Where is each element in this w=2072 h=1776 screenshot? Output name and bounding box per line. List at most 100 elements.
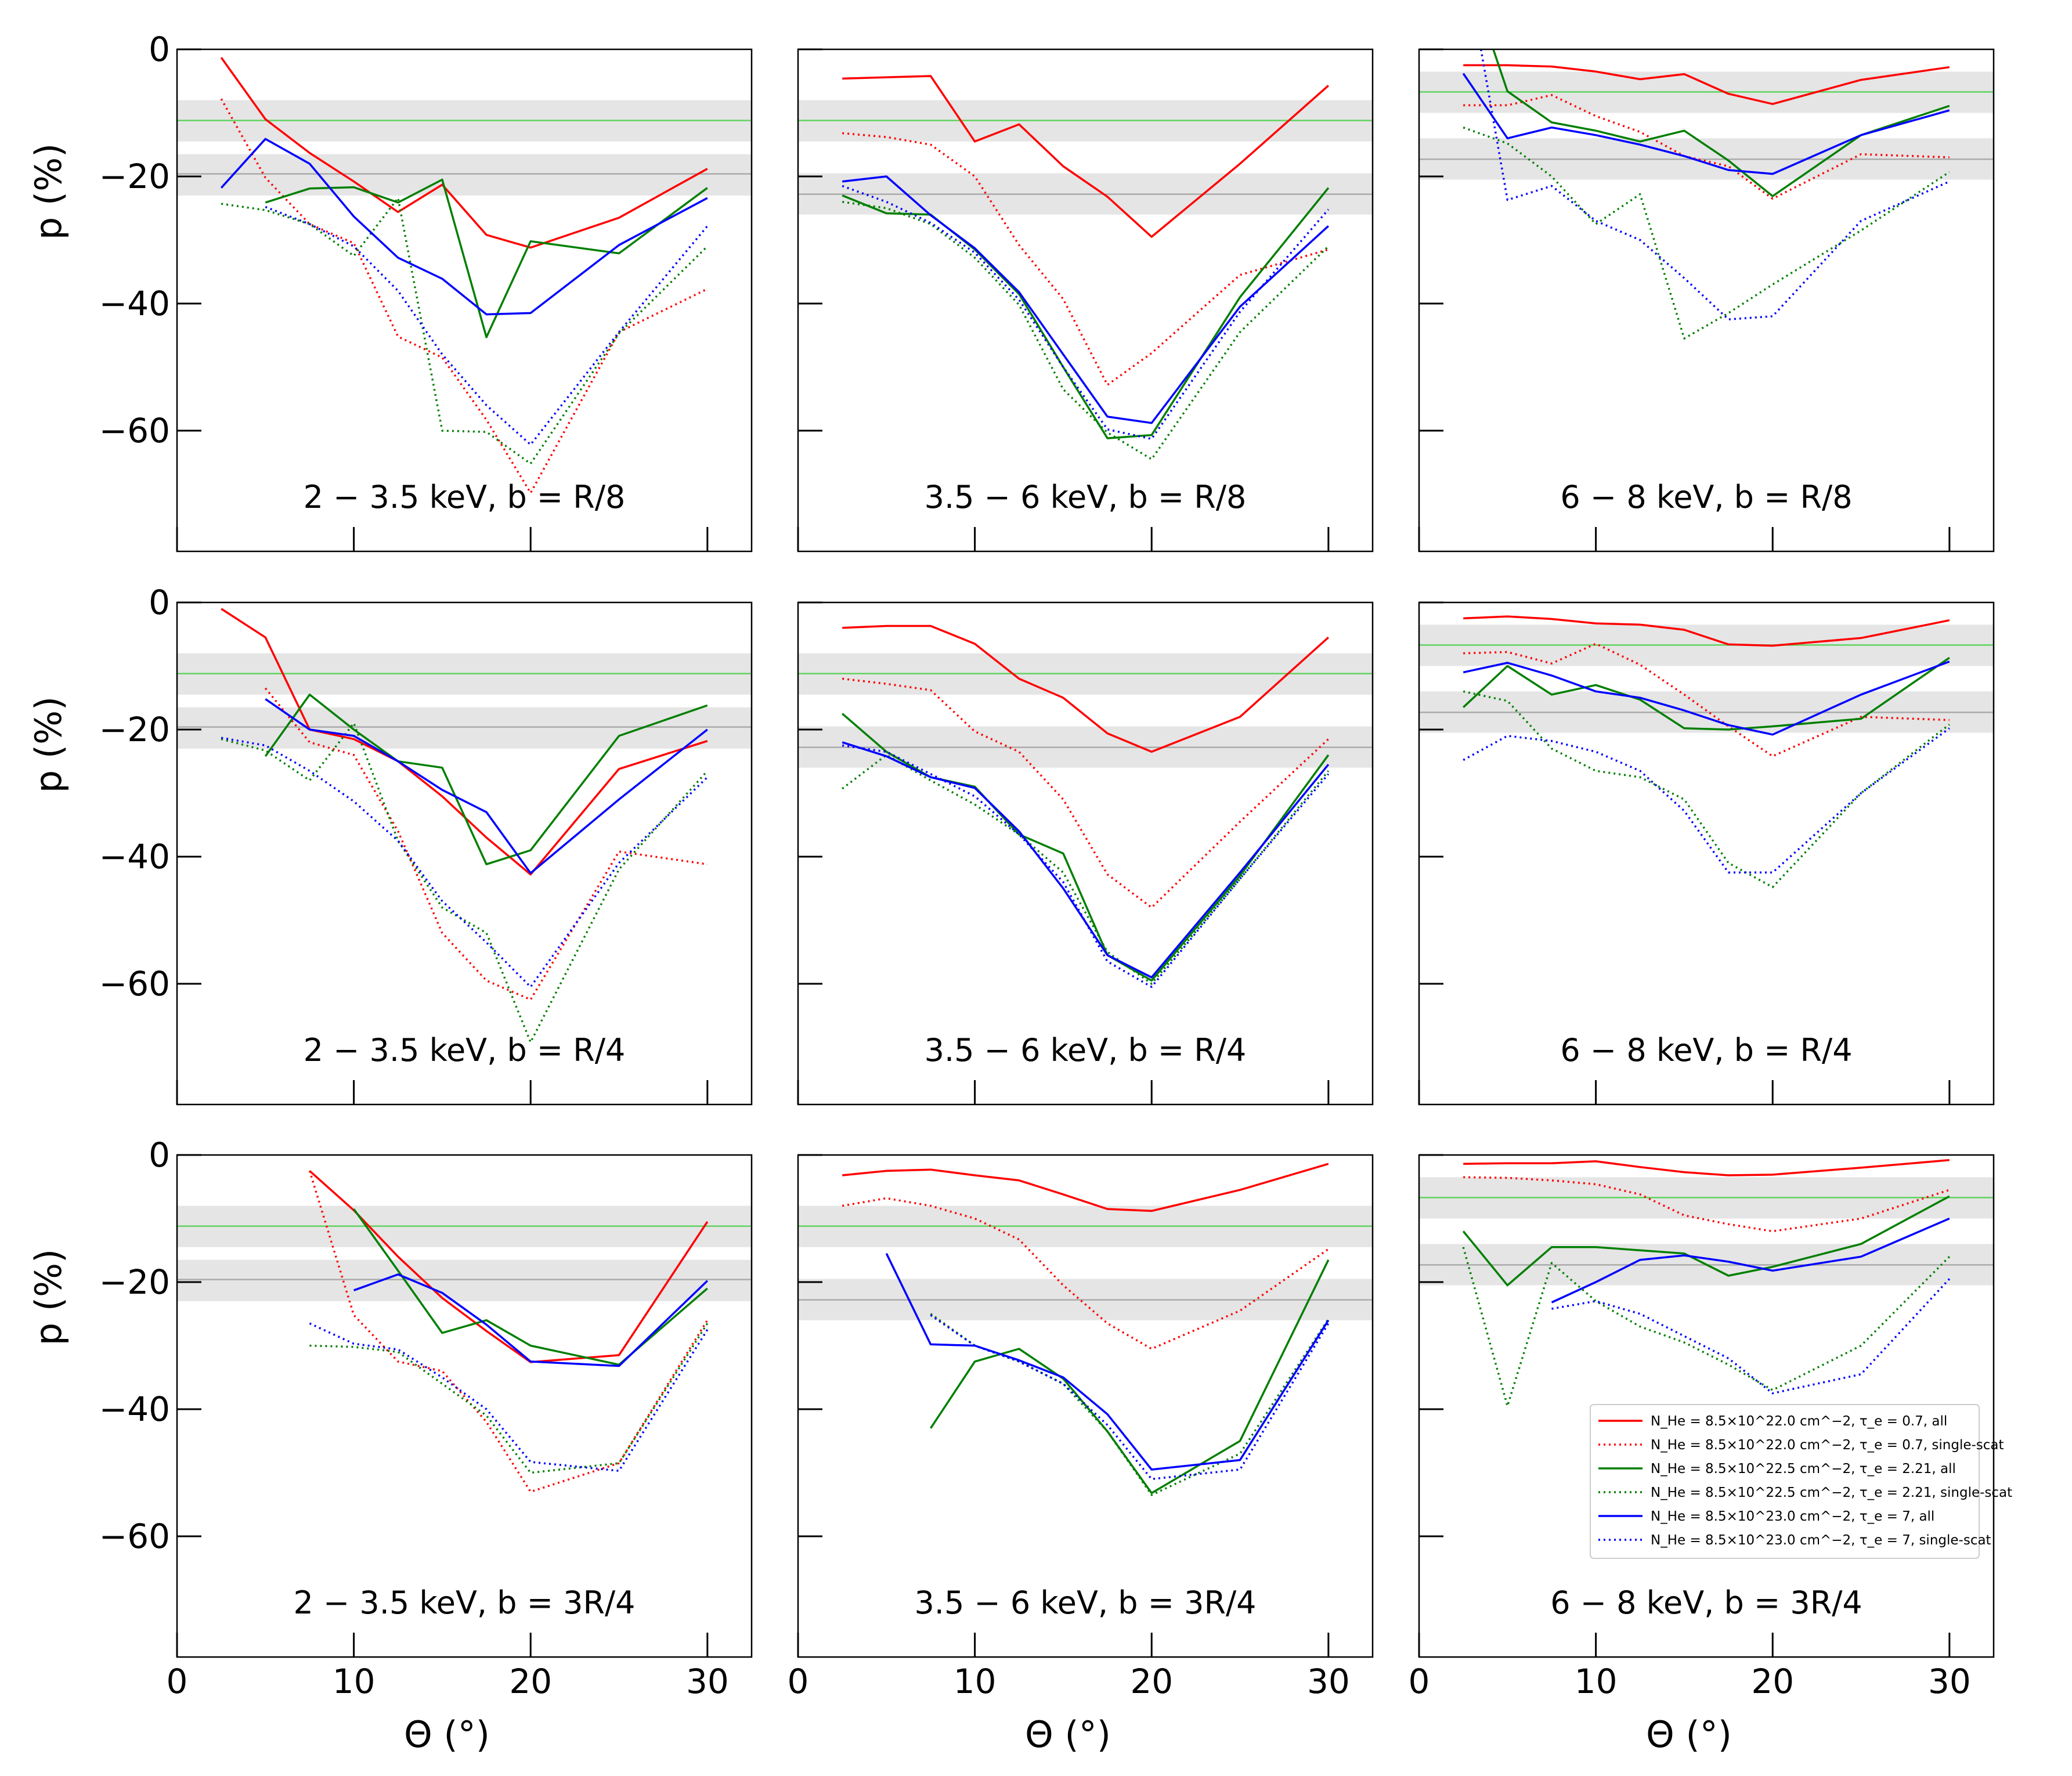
panel-grid: 0 −20 −40 −60 2 − 3.5 keV, b = R/8 3.5 − 6 ke…	[99, 30, 1995, 1701]
series-green-dotted	[930, 1313, 1330, 1496]
plot-area	[177, 57, 752, 494]
panel-frame	[1418, 1154, 1995, 1658]
series-blue-solid	[1463, 660, 1950, 736]
y-tick-label: −20	[99, 1262, 170, 1302]
panel-9: 0 10 20 30 6 − 8 keV, b = 3R/4	[1409, 1154, 1995, 1701]
y-tick-label: 0	[149, 583, 170, 622]
x-tick-label: 30	[1928, 1662, 1971, 1701]
panel-2: 3.5 − 6 keV, b = R/8	[797, 48, 1374, 553]
legend-label: N_He = 8.5×10^22.5 cm^−2, τ_e = 2.21, si…	[1651, 1485, 2012, 1500]
x-tick-label: 30	[686, 1662, 729, 1701]
obs-band	[177, 707, 752, 749]
panel-5: 3.5 − 6 keV, b = R/4	[797, 601, 1374, 1106]
series-green-solid	[842, 713, 1330, 982]
series-green-dotted	[221, 722, 709, 1044]
series-blue-solid	[842, 175, 1329, 424]
x-tick-label: 20	[509, 1662, 552, 1701]
y-axis-title: p (%)	[27, 143, 70, 240]
x-tick-label: 20	[1130, 1662, 1173, 1701]
panel-label: 6 − 8 keV, b = 3R/4	[1550, 1584, 1862, 1621]
panel-4: 0 −20 −40 −60 2 − 3.5 keV, b = R/4	[99, 583, 753, 1106]
panel-7: 0 10 20 30 0 −20 −40 −60 2 − 3.5 keV, b = 3R/4	[99, 1135, 753, 1701]
panel-frame	[1418, 601, 1995, 1106]
y-tick-label: −20	[99, 157, 170, 196]
series-red-solid	[1463, 64, 1950, 105]
plot-area	[798, 625, 1373, 988]
series-blue-solid	[1551, 1217, 1950, 1304]
series-green-solid	[1463, 656, 1950, 731]
panel-label: 6 − 8 keV, b = R/4	[1560, 1032, 1852, 1069]
x-tick-label: 0	[788, 1662, 809, 1701]
legend-label: N_He = 8.5×10^22.0 cm^−2, τ_e = 0.7, all	[1651, 1414, 1947, 1429]
plot-area	[1419, 49, 1994, 340]
panel-label: 2 − 3.5 keV, b = R/8	[304, 479, 626, 515]
series-blue-dotted	[265, 205, 709, 446]
series-blue-dotted	[842, 744, 1330, 988]
panel-label: 3.5 − 6 keV, b = R/8	[925, 479, 1247, 515]
legend: N_He = 8.5×10^22.0 cm^−2, τ_e = 0.7, all…	[1590, 1404, 2012, 1559]
series-blue-solid	[220, 138, 708, 316]
x-tick-label: 0	[1409, 1662, 1430, 1701]
series-green-dotted	[842, 201, 1330, 460]
series-red-solid	[842, 1163, 1329, 1212]
panel-8: 0 10 20 30 3.5 − 6 keV, b = 3R/4	[788, 1154, 1374, 1701]
panel-frame	[1418, 48, 1995, 553]
series-green-solid	[264, 694, 708, 865]
series-green-solid	[265, 178, 708, 338]
series-blue-dotted	[1551, 1278, 1951, 1395]
series-blue-dotted	[221, 737, 709, 988]
y-tick-label: −40	[99, 1389, 170, 1429]
plot-area	[798, 75, 1373, 460]
x-axis-title: Θ (°)	[1646, 1713, 1732, 1756]
panel-frame	[176, 601, 753, 1106]
series-red-dotted	[1463, 94, 1950, 200]
series-green-solid	[1492, 49, 1950, 197]
obs-band	[177, 1259, 752, 1301]
x-tick-label: 10	[1575, 1662, 1618, 1701]
panel-6: 6 − 8 keV, b = R/4	[1418, 601, 1995, 1106]
panel-label: 2 − 3.5 keV, b = R/4	[304, 1032, 626, 1069]
x-tick-label: 30	[1307, 1662, 1350, 1701]
series-red-dotted	[308, 1170, 709, 1493]
y-tick-label: 0	[149, 1135, 170, 1175]
plot-area	[1419, 615, 1994, 889]
y-tick-label: −60	[99, 1517, 170, 1556]
obs-band	[177, 154, 752, 196]
panel-label: 3.5 − 6 keV, b = 3R/4	[914, 1584, 1256, 1621]
series-red-dotted	[264, 687, 708, 1001]
y-tick-label: −40	[99, 837, 170, 876]
series-red-dotted	[220, 98, 708, 494]
series-red-solid	[221, 608, 708, 876]
x-axis-title: Θ (°)	[404, 1713, 490, 1756]
series-green-dotted	[1463, 127, 1950, 340]
series-red-dotted	[842, 677, 1329, 909]
legend-label: N_He = 8.5×10^23.0 cm^−2, τ_e = 7, all	[1651, 1509, 1934, 1524]
y-axis-title: p (%)	[27, 696, 70, 793]
x-axis-title: Θ (°)	[1025, 1713, 1111, 1756]
y-tick-label: 0	[149, 30, 170, 69]
panel-1: 0 −20 −40 −60 2 − 3.5 keV, b = R/8	[99, 30, 753, 553]
y-tick-label: −20	[99, 710, 170, 749]
x-tick-label: 10	[333, 1662, 376, 1701]
plot-area	[1419, 1159, 1994, 1407]
x-tick-label: 10	[954, 1662, 997, 1701]
plot-area	[177, 608, 752, 1044]
series-red-solid	[1463, 615, 1950, 647]
series-blue-solid	[1462, 73, 1950, 175]
legend-label: N_He = 8.5×10^22.0 cm^−2, τ_e = 0.7, sin…	[1651, 1438, 2004, 1453]
panel-label: 6 − 8 keV, b = R/8	[1560, 479, 1852, 515]
series-blue-solid	[353, 1273, 709, 1367]
legend-label: N_He = 8.5×10^23.0 cm^−2, τ_e = 7, singl…	[1651, 1533, 1991, 1548]
series-green-dotted	[221, 197, 709, 465]
x-tick-label: 20	[1751, 1662, 1794, 1701]
series-red-dotted	[1463, 1176, 1950, 1233]
series-blue-solid	[265, 698, 708, 875]
y-tick-label: −60	[99, 411, 170, 450]
plot-area	[798, 1163, 1373, 1496]
x-tick-label: 0	[167, 1662, 188, 1701]
series-blue-dotted	[309, 1322, 709, 1472]
panel-3: 6 − 8 keV, b = R/8	[1418, 48, 1995, 553]
plot-area	[177, 1170, 752, 1493]
series-green-solid	[1462, 1195, 1950, 1287]
